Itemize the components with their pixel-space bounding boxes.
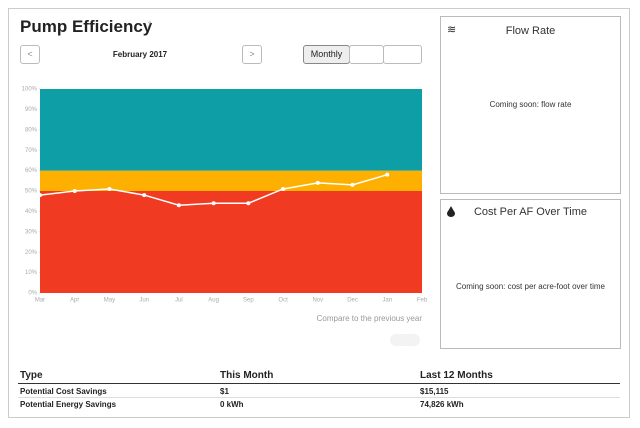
flow-panel: ≋ Flow Rate Coming soon: flow rate bbox=[440, 16, 621, 194]
y-tick-label: 100% bbox=[22, 87, 38, 93]
point bbox=[176, 203, 181, 208]
x-tick-label: Apr bbox=[70, 298, 79, 304]
table-cell: $15,115 bbox=[420, 387, 449, 396]
band bbox=[40, 170, 422, 191]
prev-button[interactable]: < bbox=[20, 45, 40, 64]
tab[interactable] bbox=[349, 45, 384, 64]
compare-toggle[interactable] bbox=[390, 334, 420, 346]
help-icon[interactable]: ? bbox=[148, 22, 152, 28]
next-button[interactable]: > bbox=[242, 45, 262, 64]
x-tick-label: Sep bbox=[243, 298, 254, 304]
panel-title: Flow Rate bbox=[505, 25, 556, 37]
y-tick-label: 80% bbox=[25, 127, 38, 133]
table-cell: Potential Energy Savings bbox=[20, 400, 117, 409]
table-header: This Month bbox=[220, 370, 274, 381]
x-tick-label: Aug bbox=[208, 298, 219, 304]
point bbox=[38, 193, 42, 198]
divider bbox=[18, 383, 620, 384]
x-tick-label: Nov bbox=[312, 298, 323, 304]
table-cell: 0 kWh bbox=[220, 400, 244, 409]
compare-label: Compare to the previous year bbox=[316, 314, 422, 323]
x-tick-label: Jan bbox=[382, 298, 392, 304]
title: Pump Efficiency bbox=[20, 17, 153, 36]
y-tick-label: 20% bbox=[25, 250, 38, 256]
period: February 2017 bbox=[112, 50, 168, 59]
drop-icon bbox=[447, 206, 455, 217]
point bbox=[315, 180, 320, 185]
point bbox=[72, 189, 77, 193]
panel-title: Cost Per AF Over Time bbox=[473, 206, 588, 218]
x-tick-label: May bbox=[104, 298, 115, 304]
flow-icon: ≋ bbox=[447, 24, 457, 36]
table-header: Type bbox=[20, 370, 43, 381]
x-tick-label: Mar bbox=[35, 298, 45, 304]
x-tick-label: Jul bbox=[175, 298, 183, 304]
y-tick-label: 50% bbox=[25, 189, 38, 195]
point bbox=[350, 182, 355, 187]
x-tick-label: Jun bbox=[139, 298, 149, 304]
band bbox=[40, 191, 422, 293]
y-tick-label: 60% bbox=[25, 168, 38, 174]
x-tick-label: Dec bbox=[347, 298, 358, 304]
y-tick-label: 10% bbox=[25, 270, 38, 276]
band bbox=[40, 89, 422, 171]
y-tick-label: 30% bbox=[25, 229, 38, 235]
y-tick-label: 40% bbox=[25, 209, 38, 215]
point bbox=[142, 193, 147, 198]
table-header: Last 12 Months bbox=[420, 370, 493, 381]
x-tick-label: Feb bbox=[417, 298, 428, 304]
point bbox=[211, 201, 216, 206]
tab-monthly[interactable]: Monthly bbox=[303, 45, 350, 64]
divider bbox=[18, 397, 620, 398]
y-tick-label: 0% bbox=[28, 291, 37, 297]
tab[interactable] bbox=[383, 45, 422, 64]
table-cell: Potential Cost Savings bbox=[20, 387, 107, 396]
y-tick-label: 90% bbox=[25, 107, 38, 113]
panel-message: Coming soon: flow rate bbox=[489, 100, 572, 109]
point bbox=[281, 186, 286, 191]
chart: 0% 10% 20% 30% 40% 50% 60% 70% 80% 90% 100% Mar Apr M… bbox=[22, 87, 428, 304]
point bbox=[385, 172, 390, 177]
frame bbox=[8, 8, 630, 418]
y-tick-label: 70% bbox=[25, 148, 38, 154]
cost-panel: Cost Per AF Over Time Coming soon: cost … bbox=[440, 199, 621, 349]
panel-message: Coming soon: cost per acre-foot over tim… bbox=[456, 282, 605, 291]
x-tick-label: Oct bbox=[278, 298, 288, 304]
point bbox=[246, 201, 251, 206]
table-cell: $1 bbox=[220, 387, 229, 396]
point bbox=[107, 186, 112, 191]
table-cell: 74,826 kWh bbox=[420, 400, 464, 409]
